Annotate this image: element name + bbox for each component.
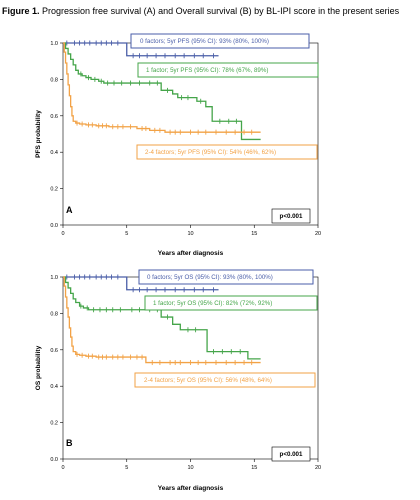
series-label: 0 factors; 5yr OS (95% CI): 93% (80%, 10… <box>147 274 273 281</box>
figure-label: Figure 1. <box>2 6 40 16</box>
x-tick-label: 5 <box>125 231 128 237</box>
survival-curve <box>63 276 261 360</box>
x-tick-label: 0 <box>61 465 64 471</box>
y-axis-label: PFS probability <box>35 110 42 158</box>
y-tick-label: 0.4 <box>50 150 58 156</box>
y-tick-label: 0.0 <box>50 223 58 229</box>
survival-curve <box>63 42 261 133</box>
x-tick-label: 10 <box>187 465 193 471</box>
survival-curve <box>63 42 219 57</box>
series-label-box <box>134 372 316 388</box>
p-value-label: p<0.001 <box>280 451 303 458</box>
y-tick-label: 0.2 <box>50 187 58 193</box>
x-axis-label: Years after diagnosis <box>158 250 224 257</box>
survival-curve <box>63 42 261 141</box>
y-tick-label: 0.6 <box>50 114 58 120</box>
x-tick-label: 5 <box>125 465 128 471</box>
y-tick-label: 1.0 <box>50 41 58 47</box>
x-tick-label: 10 <box>187 231 193 237</box>
y-tick-label: 0.8 <box>50 77 58 83</box>
p-value-box <box>271 208 311 224</box>
y-tick-label: 0.8 <box>50 311 58 317</box>
x-tick-label: 0 <box>61 231 64 237</box>
survival-curve <box>63 276 219 291</box>
series-label: 1 factor; 5yr OS (95% CI): 82% (72%, 92%… <box>153 300 272 307</box>
x-axis-label: Years after diagnosis <box>158 485 224 492</box>
series-label: 1 factor; 5yr PFS (95% CI): 78% (67%, 89… <box>146 67 268 74</box>
km-panel-b: 0.0 0.2 0.4 0.6 0.8 1.0 0 5 10 15 20 Years after di… <box>35 269 321 492</box>
x-tick-label: 20 <box>315 231 321 237</box>
x-tick-label: 15 <box>251 465 257 471</box>
y-tick-label: 0.2 <box>50 421 58 427</box>
panel-letter: B <box>66 438 73 448</box>
series-label-box <box>136 144 318 160</box>
series-label-box <box>137 62 319 78</box>
y-tick-label: 0.6 <box>50 348 58 354</box>
y-tick-label: 0.4 <box>50 384 58 390</box>
panel-letter: A <box>66 205 73 215</box>
series-two-four-factors: 2-4 factors; 5yr OS (95% CI): 56% (48%, … <box>63 276 316 388</box>
series-label: 2-4 factors; 5yr PFS (95% CI): 54% (46%,… <box>145 149 276 156</box>
figure-caption: Figure 1. Progression free survival (A) … <box>2 6 418 16</box>
series-two-four-factors: 2-4 factors; 5yr PFS (95% CI): 54% (46%,… <box>63 42 318 160</box>
series-label: 2-4 factors; 5yr OS (95% CI): 56% (48%, … <box>144 377 272 384</box>
series-label-box <box>130 33 310 49</box>
series-zero-factors: 0 factors; 5yr OS (95% CI): 93% (80%, 10… <box>63 269 314 293</box>
figure-title: Progression free survival (A) and Overal… <box>42 6 400 16</box>
x-tick-label: 20 <box>315 465 321 471</box>
series-label-box <box>138 269 314 285</box>
series-one-factor: 1 factor; 5yr PFS (95% CI): 78% (67%, 89… <box>63 42 319 141</box>
series-one-factor: 1 factor; 5yr OS (95% CI): 82% (72%, 92%… <box>63 276 318 360</box>
series-zero-factors: 0 factors; 5yr PFS (95% CI): 93% (80%, 1… <box>63 33 310 59</box>
y-tick-label: 0.0 <box>50 457 58 463</box>
y-axis-label: OS probability <box>35 345 42 390</box>
series-label: 0 factors; 5yr PFS (95% CI): 93% (80%, 1… <box>140 38 269 45</box>
x-tick-label: 15 <box>251 231 257 237</box>
p-value-label: p<0.001 <box>280 213 303 220</box>
km-panel-a: 0.0 0.2 0.4 0.6 0.8 1.0 0 5 10 15 20 Years after di… <box>35 33 321 257</box>
p-value-box <box>271 446 311 462</box>
y-tick-label: 1.0 <box>50 275 58 281</box>
series-label-box <box>144 295 318 311</box>
